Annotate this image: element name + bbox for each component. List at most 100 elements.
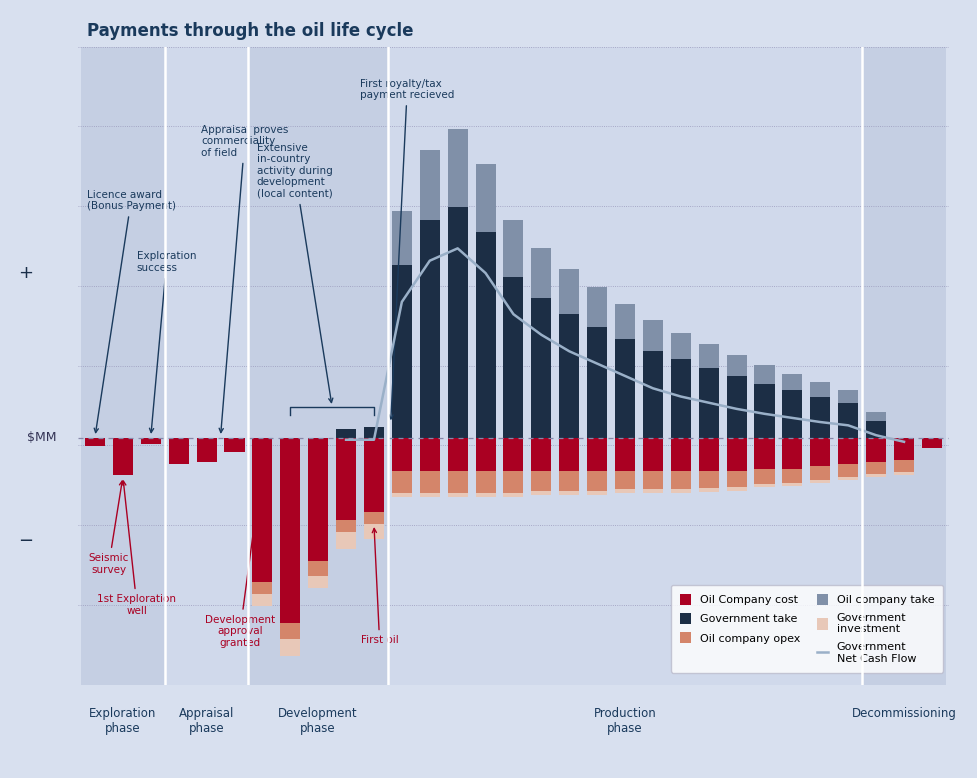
Bar bbox=[753, 384, 774, 438]
Text: +: + bbox=[19, 264, 33, 282]
Bar bbox=[698, 488, 718, 492]
Bar bbox=[447, 438, 467, 471]
Bar bbox=[419, 219, 440, 438]
Bar bbox=[866, 421, 885, 438]
Bar bbox=[81, 47, 164, 685]
Bar bbox=[280, 623, 300, 640]
Bar bbox=[726, 376, 745, 438]
Bar bbox=[837, 438, 858, 464]
Bar bbox=[810, 397, 829, 438]
Bar bbox=[531, 491, 551, 496]
Bar bbox=[586, 287, 607, 327]
Bar bbox=[531, 438, 551, 471]
Bar bbox=[726, 438, 745, 471]
Bar bbox=[642, 321, 662, 351]
Bar bbox=[447, 207, 467, 438]
Bar bbox=[753, 468, 774, 484]
Bar bbox=[810, 480, 829, 483]
Text: Payments through the oil life cycle: Payments through the oil life cycle bbox=[87, 23, 413, 40]
Bar bbox=[921, 438, 941, 448]
Bar bbox=[782, 483, 802, 486]
Bar bbox=[252, 594, 273, 606]
Bar bbox=[419, 149, 440, 219]
Bar bbox=[224, 438, 244, 452]
Bar bbox=[559, 269, 578, 314]
Bar bbox=[308, 561, 328, 576]
Text: Licence award
(Bonus Payment): Licence award (Bonus Payment) bbox=[87, 190, 176, 433]
Bar bbox=[503, 438, 523, 471]
Bar bbox=[862, 47, 945, 685]
Bar bbox=[837, 464, 858, 477]
Bar bbox=[475, 493, 495, 497]
Bar bbox=[252, 582, 273, 594]
Bar bbox=[866, 462, 885, 474]
Bar bbox=[336, 438, 356, 520]
Bar bbox=[392, 493, 411, 497]
Bar bbox=[531, 298, 551, 438]
Text: Appraisal proves
commerciality
of field: Appraisal proves commerciality of field bbox=[201, 124, 288, 433]
Bar bbox=[753, 438, 774, 468]
Bar bbox=[670, 438, 690, 471]
Bar bbox=[726, 487, 745, 491]
Bar bbox=[642, 471, 662, 489]
Bar bbox=[810, 382, 829, 397]
Bar bbox=[753, 365, 774, 384]
Text: First oil: First oil bbox=[361, 528, 398, 645]
Text: Exploration
phase: Exploration phase bbox=[89, 707, 156, 735]
Bar bbox=[336, 429, 356, 438]
Bar bbox=[782, 374, 802, 391]
Bar bbox=[141, 438, 160, 444]
Bar bbox=[615, 438, 634, 471]
Text: Development
phase: Development phase bbox=[278, 707, 358, 735]
Text: First royalty/tax
payment recieved: First royalty/tax payment recieved bbox=[360, 79, 454, 419]
Bar bbox=[164, 47, 248, 685]
Text: Development
approval
granted: Development approval granted bbox=[205, 468, 275, 648]
Bar bbox=[810, 467, 829, 480]
Bar bbox=[559, 438, 578, 471]
Bar bbox=[363, 512, 384, 524]
Bar bbox=[837, 477, 858, 480]
Bar bbox=[642, 438, 662, 471]
Bar bbox=[475, 471, 495, 493]
Text: Seismic
survey: Seismic survey bbox=[89, 481, 129, 574]
Bar bbox=[196, 438, 216, 462]
Bar bbox=[726, 471, 745, 487]
Bar bbox=[447, 493, 467, 497]
Bar bbox=[670, 489, 690, 493]
Bar bbox=[893, 438, 913, 461]
Bar bbox=[559, 491, 578, 496]
Bar bbox=[475, 164, 495, 232]
Bar bbox=[782, 468, 802, 483]
Text: Production
phase: Production phase bbox=[593, 707, 656, 735]
Bar bbox=[531, 248, 551, 298]
Bar bbox=[810, 438, 829, 467]
Bar bbox=[753, 484, 774, 488]
Bar bbox=[252, 438, 273, 582]
Bar bbox=[447, 129, 467, 207]
Text: Decommissioning: Decommissioning bbox=[851, 707, 956, 720]
Bar bbox=[559, 471, 578, 491]
Bar bbox=[782, 391, 802, 438]
Bar bbox=[615, 304, 634, 339]
Bar bbox=[85, 438, 105, 446]
Bar bbox=[112, 438, 133, 475]
Bar bbox=[363, 438, 384, 512]
Bar bbox=[392, 471, 411, 493]
Bar bbox=[388, 47, 862, 685]
Bar bbox=[670, 359, 690, 438]
Bar bbox=[866, 412, 885, 421]
Bar bbox=[419, 438, 440, 471]
Bar bbox=[726, 355, 745, 376]
Bar bbox=[642, 489, 662, 493]
Bar bbox=[280, 640, 300, 656]
Bar bbox=[531, 471, 551, 491]
Bar bbox=[336, 520, 356, 532]
Bar bbox=[248, 47, 388, 685]
Bar bbox=[363, 427, 384, 438]
Bar bbox=[698, 471, 718, 488]
Bar bbox=[475, 232, 495, 438]
Bar bbox=[586, 491, 607, 496]
Bar bbox=[419, 493, 440, 497]
Bar bbox=[503, 219, 523, 277]
Bar bbox=[447, 471, 467, 493]
